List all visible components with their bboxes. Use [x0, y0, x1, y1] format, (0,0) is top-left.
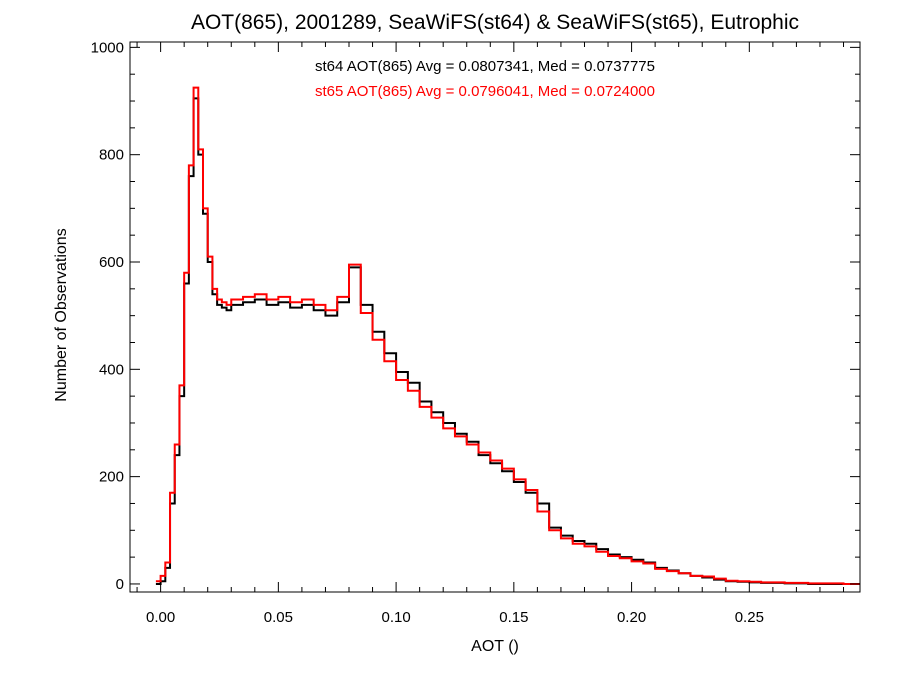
plot-frame — [129, 41, 861, 593]
y-tick-label: 400 — [99, 361, 124, 378]
x-tick-label: 0.25 — [735, 609, 764, 626]
x-tick-label: 0.05 — [264, 609, 293, 626]
y-tick-label: 200 — [99, 469, 124, 486]
axes: 0.00 0.05 0.10 0.15 0.20 0.25 0 200 400 600 800 100… — [91, 39, 861, 626]
y-axis-label: Number of Observations — [53, 228, 70, 401]
x-tick-label: 0.10 — [381, 609, 410, 626]
plot-area — [155, 86, 860, 585]
annotation-st64: st64 AOT(865) Avg = 0.0807341, Med = 0.0… — [315, 58, 655, 75]
annotation-st65: st65 AOT(865) Avg = 0.0796041, Med = 0.0… — [315, 83, 655, 100]
y-tick-label: 600 — [99, 254, 124, 271]
y-tick-label: 0 — [116, 576, 124, 593]
x-tick-label: 0.20 — [617, 609, 646, 626]
series-line-0 — [155, 97, 860, 585]
chart-title: AOT(865), 2001289, SeaWiFS(st64) & SeaWi… — [191, 11, 799, 34]
series-line-1 — [155, 86, 860, 585]
y-tick-label: 800 — [99, 147, 124, 164]
x-tick-label: 0.00 — [146, 609, 175, 626]
y-tick-label: 1000 — [91, 39, 124, 56]
x-axis-label: AOT () — [471, 638, 519, 655]
x-tick-label: 0.15 — [499, 609, 528, 626]
